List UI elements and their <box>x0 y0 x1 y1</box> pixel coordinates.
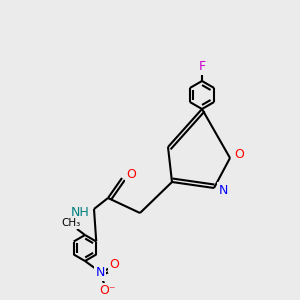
Text: CH₃: CH₃ <box>61 218 81 228</box>
Text: NH: NH <box>70 206 89 218</box>
Text: O: O <box>234 148 244 161</box>
Text: N: N <box>218 184 228 196</box>
Text: O: O <box>109 259 119 272</box>
Text: O⁻: O⁻ <box>100 284 116 298</box>
Text: O: O <box>126 167 136 181</box>
Text: F: F <box>198 61 206 74</box>
Text: N: N <box>95 266 105 280</box>
